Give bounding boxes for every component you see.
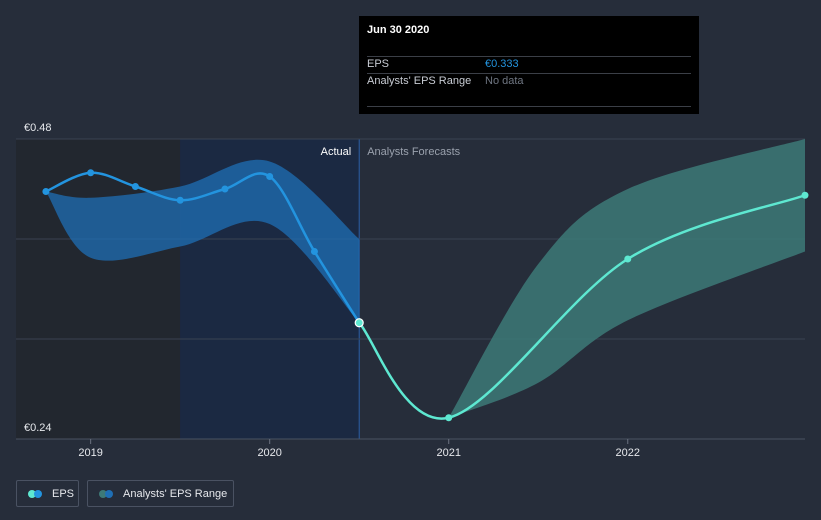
eps-forecast-point <box>624 255 632 263</box>
tooltip-range-value: No data <box>485 75 524 87</box>
tooltip-row-range: Analysts' EPS Range No data <box>359 73 699 90</box>
legend-eps-range[interactable]: Analysts' EPS Range <box>87 480 234 507</box>
eps-point <box>266 173 274 180</box>
tooltip-row-eps: EPS €0.333 <box>359 56 699 73</box>
eps-point <box>176 196 184 204</box>
forecast-label: Analysts Forecasts <box>367 146 460 158</box>
legend-range-label: Analysts' EPS Range <box>123 488 228 500</box>
legend-eps[interactable]: EPS <box>16 480 79 507</box>
actual-label: Actual <box>321 146 352 158</box>
y-tick-label: €0.24 <box>24 422 52 434</box>
eps-point <box>221 185 229 193</box>
eps-legend-icon <box>28 490 44 498</box>
tooltip-eps-label: EPS <box>367 58 390 70</box>
x-tick-label: 2019 <box>78 447 102 459</box>
eps-point <box>131 183 139 190</box>
tooltip-date: Jun 30 2020 <box>367 24 430 36</box>
y-tick-label: €0.48 <box>24 122 52 134</box>
eps-range-forecast <box>448 139 805 418</box>
tooltip: Jun 30 2020 EPS €0.333 Analysts' EPS Ran… <box>359 16 699 114</box>
tooltip-divider <box>367 73 691 74</box>
x-tick-label: 2020 <box>257 447 281 459</box>
tooltip-divider <box>367 56 691 57</box>
eps-forecast-line <box>358 194 806 420</box>
x-tick-label: 2021 <box>436 447 460 459</box>
past-band <box>16 139 181 439</box>
eps-point <box>42 188 50 195</box>
eps-forecast-point <box>801 191 809 199</box>
tooltip-range-label: Analysts' EPS Range <box>367 75 472 87</box>
eps-range-actual <box>45 159 360 323</box>
tooltip-divider <box>367 106 691 107</box>
x-tick-label: 2022 <box>616 447 640 459</box>
tooltip-eps-value: €0.333 <box>485 58 519 70</box>
eps-point <box>87 169 95 177</box>
range-legend-icon <box>99 490 115 498</box>
eps-point <box>354 318 364 328</box>
legend-eps-label: EPS <box>52 488 75 500</box>
eps-point <box>310 248 318 255</box>
eps-forecast-point <box>445 414 453 422</box>
